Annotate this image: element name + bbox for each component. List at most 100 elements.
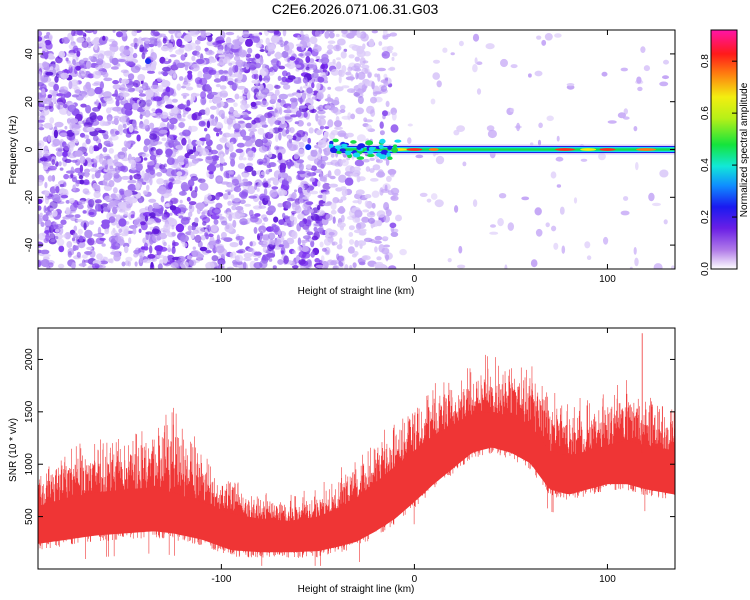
spectrogram-noise-mark: [187, 138, 191, 146]
spectrogram-noise-mark: [170, 64, 179, 71]
spectrogram-noise-mark: [223, 70, 229, 74]
spectrogram-noise-mark: [277, 152, 283, 161]
spectrogram-noise-mark: [129, 175, 133, 181]
colorbar-tick-label: 0.0: [700, 262, 711, 276]
spectrogram-noise-mark: [38, 140, 45, 148]
spectrogram-noise-mark: [176, 144, 183, 151]
spectrogram-noise-mark: [98, 166, 105, 170]
spectrogram-noise-mark: [162, 37, 167, 44]
spectrogram-noise-mark: [279, 162, 287, 171]
spectrogram-noise-mark: [112, 227, 116, 234]
spectrogram-noise-mark: [356, 240, 367, 247]
spectrogram-noise-mark: [243, 257, 252, 262]
spectrogram-noise-mark: [310, 165, 318, 171]
spectrogram-noise-mark: [234, 128, 240, 133]
spectrogram-noise-mark: [168, 110, 177, 116]
spectrogram-noise-mark: [123, 245, 129, 254]
spectrogram-noise-mark: [38, 127, 45, 131]
spectrogram-noise-mark: [234, 93, 240, 100]
spectrogram-noise-mark: [636, 76, 642, 84]
spectrogram-noise-mark: [233, 102, 238, 107]
spectrogram-noise-mark: [215, 245, 225, 254]
spectrogram-noise-mark: [180, 217, 190, 225]
spectrogram-noise-mark: [369, 210, 375, 216]
spectrogram-noise-mark: [207, 200, 215, 204]
spectrogram-noise-mark: [323, 131, 329, 139]
spectrogram-noise-mark: [415, 154, 424, 159]
spectrogram-noise-mark: [228, 67, 233, 77]
spectrogram-noise-mark: [637, 86, 643, 92]
spectrogram-noise-mark: [298, 250, 307, 259]
signal-band-wobble: [345, 150, 352, 156]
spectrogram-noise-mark: [224, 75, 228, 82]
spectrogram-noise-mark: [147, 70, 155, 74]
spectrogram-noise-mark: [149, 212, 156, 218]
signal-band-wobble: [378, 144, 384, 150]
y-tick-label: -20: [24, 190, 35, 205]
spectrogram-noise-mark: [115, 99, 120, 107]
spectrogram-noise-mark: [356, 222, 366, 229]
spectrogram-strong-mark: [305, 144, 312, 151]
spectrogram-noise-mark: [344, 264, 349, 269]
spectrogram-noise-mark: [157, 263, 163, 269]
spectrogram-noise-mark: [183, 158, 189, 165]
spectrogram-noise-mark: [305, 98, 314, 107]
spectrogram-noise-mark: [584, 241, 591, 249]
spectrogram-noise-mark: [218, 109, 225, 118]
spectrogram-noise-mark: [356, 88, 365, 94]
spectrogram-noise-mark: [213, 78, 222, 83]
spectrogram-noise-mark: [271, 250, 276, 258]
spectrogram-noise-mark: [476, 61, 483, 65]
spectrogram-noise-mark: [472, 199, 478, 208]
spectrogram-noise-mark: [40, 259, 50, 268]
spectrogram-noise-mark: [262, 157, 268, 164]
spectrogram-noise-mark: [211, 155, 220, 160]
spectrogram-noise-mark: [121, 54, 126, 61]
spectrogram-noise-mark: [291, 192, 297, 200]
spectrogram-noise-mark: [299, 86, 303, 92]
spectrogram-noise-mark: [208, 99, 213, 103]
spectrogram-noise-mark: [121, 147, 128, 152]
spectrogram-noise-mark: [267, 244, 275, 252]
spectrogram-noise-mark: [371, 202, 376, 209]
spectrogram-noise-mark: [201, 84, 210, 92]
spectrogram-noise-mark: [306, 187, 311, 193]
spectrogram-noise-mark: [259, 67, 269, 77]
spectrogram-noise-mark: [112, 30, 116, 33]
spectrogram-noise-mark: [270, 119, 275, 124]
spectrogram-noise-mark: [40, 75, 49, 83]
spectrogram-noise-mark: [317, 117, 327, 127]
spectrogram-signal-band: [327, 138, 675, 161]
spectrogram-noise-mark: [186, 255, 193, 260]
spectrogram-noise-mark: [260, 87, 270, 95]
spectrogram-noise-mark: [43, 162, 52, 167]
colorbar-ticks: 0.0 0.2 0.4 0.6 0.8: [700, 54, 737, 276]
spectrogram-noise-mark: [75, 179, 80, 187]
spectrogram-noise-mark: [125, 256, 133, 262]
spectrogram-noise-mark: [324, 31, 330, 39]
spectrogram-noise-mark: [297, 245, 303, 252]
spectrogram-noise-mark: [60, 72, 69, 80]
spectrogram-noise-mark: [77, 172, 87, 177]
spectrogram-noise-mark: [150, 30, 160, 37]
spectrogram-noise-mark: [354, 209, 363, 218]
spectrogram-noise-mark: [195, 202, 205, 210]
spectrogram-noise-mark: [283, 109, 293, 114]
spectrogram-noise-mark: [327, 40, 336, 44]
spectrogram-noise-mark: [334, 168, 341, 176]
spectrogram-noise-mark: [234, 55, 241, 62]
spectrogram-noise-mark: [178, 76, 184, 81]
spectrogram-panel: -100 0 100 -40 -20 0 20 40 Height of straight …: [8, 29, 676, 297]
spectrogram-noise-mark: [251, 119, 257, 125]
spectrogram-noise-mark: [53, 83, 59, 91]
spectrogram-noise-mark: [146, 184, 150, 191]
spectrogram-noise-mark: [306, 172, 316, 177]
signal-band-wobble: [365, 140, 374, 146]
spectrogram-noise-mark: [239, 66, 243, 75]
spectrogram-noise-mark: [226, 99, 236, 103]
spectrogram-noise-mark: [241, 172, 250, 178]
spectrogram-noise-mark: [43, 35, 50, 39]
spectrogram-noise-mark: [167, 134, 174, 143]
spectrogram-noise-mark: [263, 188, 268, 196]
spectrogram-noise-mark: [353, 229, 362, 234]
